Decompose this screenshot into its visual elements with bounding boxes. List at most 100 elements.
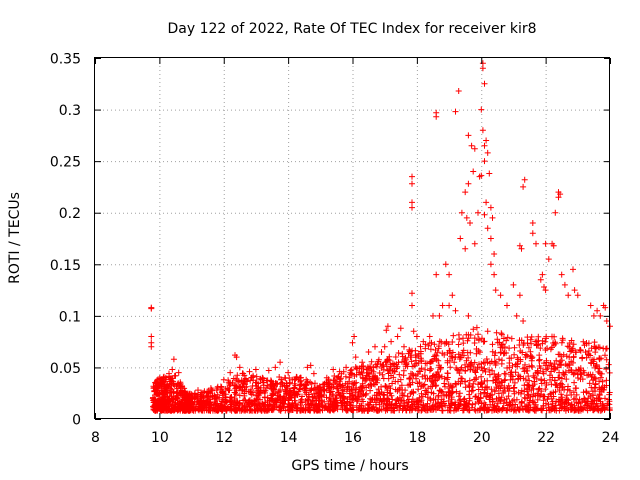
data-point <box>231 389 238 396</box>
data-point <box>409 363 416 370</box>
data-point <box>568 337 575 344</box>
data-point <box>492 405 499 412</box>
data-point <box>510 407 517 414</box>
data-point <box>521 176 528 183</box>
data-point <box>456 356 463 362</box>
data-point <box>473 375 480 381</box>
data-point <box>507 376 514 383</box>
data-point <box>573 391 580 398</box>
data-point <box>498 378 505 385</box>
data-point <box>214 391 221 398</box>
data-point <box>468 359 475 366</box>
data-point <box>511 351 518 358</box>
data-point <box>446 271 453 278</box>
data-point <box>496 356 502 363</box>
data-point <box>552 209 559 216</box>
data-point <box>307 379 314 386</box>
data-point <box>336 391 343 398</box>
data-point <box>353 396 360 403</box>
data-point <box>533 240 539 247</box>
data-point <box>409 199 415 206</box>
data-point <box>449 339 456 345</box>
data-point <box>470 326 477 333</box>
data-point <box>281 374 288 381</box>
data-point <box>182 400 189 407</box>
data-point <box>528 333 535 340</box>
data-point <box>558 391 565 398</box>
data-point <box>536 356 543 363</box>
data-point <box>575 375 581 381</box>
data-point <box>379 371 386 378</box>
data-point <box>561 281 568 288</box>
data-point <box>247 406 254 413</box>
data-point <box>435 372 442 379</box>
data-point <box>207 407 213 414</box>
data-point <box>327 407 334 413</box>
data-point <box>382 383 389 389</box>
data-point <box>520 342 527 348</box>
data-point <box>480 338 487 345</box>
data-point <box>491 387 498 394</box>
data-point <box>409 302 415 309</box>
data-point <box>153 387 160 394</box>
data-point <box>220 376 227 383</box>
data-point <box>547 346 554 353</box>
data-point <box>546 362 552 369</box>
data-point <box>317 385 324 392</box>
data-point <box>568 358 575 365</box>
data-point <box>559 383 566 390</box>
data-point <box>593 361 600 368</box>
data-point <box>241 406 247 413</box>
data-point <box>388 407 395 414</box>
data-point <box>590 312 597 319</box>
data-point <box>467 332 474 338</box>
data-point <box>414 380 421 387</box>
data-point <box>475 336 482 343</box>
data-point <box>406 376 413 382</box>
data-point <box>270 381 277 388</box>
data-point <box>528 353 535 360</box>
data-point <box>270 391 277 398</box>
data-point <box>392 354 399 360</box>
data-point <box>576 366 583 373</box>
data-point <box>462 384 469 391</box>
data-point <box>281 382 288 389</box>
data-point <box>165 402 172 409</box>
data-point <box>233 354 240 361</box>
data-point <box>559 394 565 401</box>
data-point <box>384 356 391 363</box>
data-point <box>597 374 604 381</box>
data-point <box>466 377 473 384</box>
data-point <box>536 357 542 364</box>
data-point <box>486 406 493 413</box>
data-point <box>366 370 372 377</box>
data-point <box>366 375 373 382</box>
data-point <box>599 400 606 407</box>
data-point <box>531 374 538 381</box>
data-point <box>483 137 490 144</box>
data-point <box>169 366 176 373</box>
data-point <box>338 399 345 406</box>
data-point <box>365 382 372 389</box>
data-point <box>570 266 576 273</box>
data-point <box>430 390 437 397</box>
data-point <box>479 127 486 134</box>
data-point <box>439 407 446 414</box>
data-point <box>453 365 460 371</box>
data-point <box>438 339 445 346</box>
data-point <box>225 404 231 411</box>
data-point <box>377 395 384 402</box>
data-point <box>555 194 562 201</box>
data-point <box>407 354 414 361</box>
data-point <box>226 387 233 394</box>
data-point <box>365 349 372 355</box>
data-point <box>193 395 200 402</box>
data-point <box>571 370 578 377</box>
data-point <box>484 225 491 232</box>
y-tick-label: 0.25 <box>50 155 81 171</box>
data-point <box>321 398 328 405</box>
data-point <box>163 389 170 396</box>
data-point <box>415 360 422 366</box>
data-point <box>227 369 234 376</box>
data-point <box>413 333 420 340</box>
